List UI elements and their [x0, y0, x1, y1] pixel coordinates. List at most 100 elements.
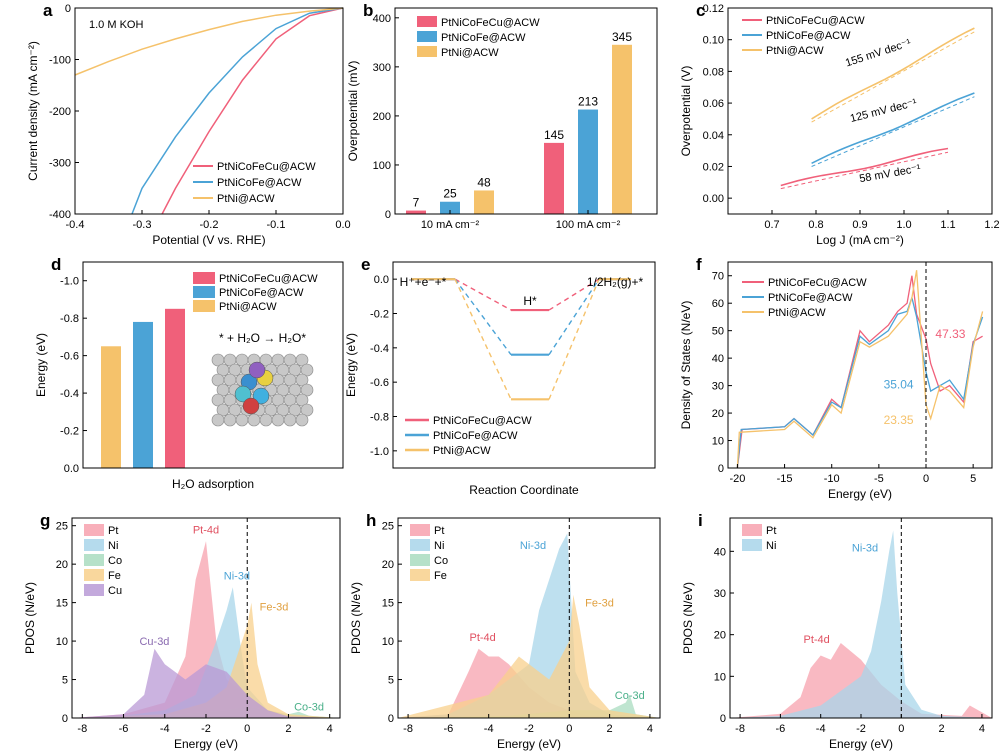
- x-tick-label: -6: [119, 723, 129, 735]
- tafel-line-PtNiCoFeCu@ACW: [780, 147, 949, 187]
- legend-label: PtNiCoFe@ACW: [433, 430, 518, 442]
- x-tick-label: 4: [979, 723, 985, 735]
- atom-sphere: [300, 363, 314, 377]
- legend-swatch: [742, 524, 762, 536]
- x-tick-label: -2: [856, 723, 866, 735]
- x-tick-label: 0.9: [852, 219, 867, 231]
- energy-connector: [454, 278, 512, 356]
- y-axis-label: Density of States (N/eV): [679, 301, 693, 430]
- atom-sphere: [259, 413, 273, 427]
- bar-value-label: 213: [578, 95, 598, 109]
- x-tick-label: 1.0: [896, 219, 911, 231]
- y-tick-label: 5: [62, 675, 68, 687]
- legend-label: PtNiCoFe@ACW: [766, 30, 851, 42]
- y-tick-label: -0.2: [60, 426, 79, 438]
- legend-label: Pt: [434, 525, 444, 537]
- legend-swatch: [193, 286, 215, 298]
- bar-PtNiCoFeCu@ACW: [165, 308, 185, 468]
- y-tick-label: 25: [56, 521, 68, 533]
- x-tick-label: 1.2: [984, 219, 999, 231]
- legend-label: Ni: [766, 540, 776, 552]
- tafel-fit-PtNiCoFe@ACW: [811, 96, 975, 167]
- dos-line-PtNi@ACW: [736, 270, 984, 469]
- x-tick-label: 0: [898, 723, 904, 735]
- panel-c-letter: c: [696, 1, 705, 20]
- y-tick-label: 70: [712, 271, 724, 283]
- y-axis-label: PDOS (N/eV): [23, 582, 37, 654]
- x-tick-label: -0.3: [133, 219, 152, 231]
- legend-label: PtNiCoFe@ACW: [768, 292, 853, 304]
- legend-label: PtNi@ACW: [219, 301, 277, 313]
- x-tick-label: -4: [816, 723, 826, 735]
- tafel-line-PtNi@ACW: [811, 27, 975, 120]
- y-tick-label: -100: [49, 55, 71, 67]
- x-tick-label: -5: [874, 473, 884, 485]
- electrolyte-note: 1.0 M KOH: [89, 19, 143, 31]
- x-tick-label: 0: [566, 723, 572, 735]
- legend-label: PtNi@ACW: [768, 307, 826, 319]
- peak-label: Pt-4d: [469, 632, 495, 644]
- y-tick-label: 30: [712, 381, 724, 393]
- x-tick-label: 1.1: [940, 219, 955, 231]
- y-tick-label: -0.2: [370, 309, 389, 321]
- y-axis-label: Overpotential (mV): [346, 61, 360, 162]
- energy-connector: [548, 278, 600, 400]
- y-tick-label: 30: [714, 588, 726, 600]
- x-tick-label: -6: [775, 723, 785, 735]
- pdos-area-Pt: [398, 648, 660, 718]
- atom-sphere: [295, 393, 309, 407]
- y-tick-label: -0.6: [370, 377, 389, 389]
- panel-e-frame: [392, 261, 656, 469]
- y-axis-label: PDOS (N/eV): [681, 582, 695, 654]
- y-tick-label: 0: [65, 3, 71, 15]
- y-tick-label: 25: [382, 521, 394, 533]
- y-axis-label: Energy (eV): [344, 333, 358, 397]
- legend-swatch: [410, 524, 430, 536]
- dos-line-PtNiCoFeCu@ACW: [736, 275, 983, 469]
- y-axis-label: Current density (mA cm⁻²): [26, 41, 40, 181]
- panel-f-letter: f: [696, 255, 702, 274]
- y-tick-label: -0.6: [60, 351, 79, 363]
- panel-f-frame: [727, 261, 993, 469]
- y-tick-label: 10: [714, 671, 726, 683]
- atom-sphere: [211, 413, 225, 427]
- x-tick-label: -2: [201, 723, 211, 735]
- y-tick-label: 100: [373, 160, 391, 172]
- x-tick-label: 0.8: [808, 219, 823, 231]
- panel-b-letter: b: [363, 1, 373, 20]
- y-tick-label: 20: [714, 630, 726, 642]
- energy-connector: [548, 278, 600, 311]
- legend-swatch: [417, 31, 437, 42]
- atom-sphere: [300, 403, 314, 417]
- x-tick-label: -8: [77, 723, 87, 735]
- atom-sphere: [283, 413, 297, 427]
- legend-label: Fe: [108, 570, 121, 582]
- x-tick-label: 4: [327, 723, 333, 735]
- legend-label: PtNi@ACW: [217, 193, 275, 205]
- bar-PtNiCoFe@ACW: [133, 321, 153, 468]
- cluster-atom: [248, 361, 266, 379]
- y-tick-label: 20: [56, 559, 68, 571]
- series-line-PtNiCoFe@ACW: [131, 7, 344, 215]
- peak-label: Fe-3d: [260, 601, 289, 613]
- y-tick-label: 0.12: [703, 3, 724, 15]
- y-tick-label: 300: [373, 62, 391, 74]
- legend-swatch: [84, 539, 104, 551]
- x-tick-label: 2: [285, 723, 291, 735]
- slope-label: 155 mV dec⁻¹: [844, 37, 913, 70]
- y-tick-label: 0.06: [703, 98, 724, 110]
- series-line-PtNi@ACW: [74, 7, 344, 76]
- x-axis-label: Energy (eV): [497, 737, 561, 751]
- panel-e-letter: e: [361, 255, 370, 274]
- y-tick-label: 10: [712, 436, 724, 448]
- pdos-area-Ni: [730, 530, 992, 718]
- legend-swatch: [410, 569, 430, 581]
- atom-sphere: [300, 383, 314, 397]
- bar-PtNi@ACW-1: [612, 44, 632, 215]
- energy-connector: [454, 278, 512, 400]
- y-tick-label: 0.0: [374, 274, 389, 286]
- y-tick-label: 50: [712, 326, 724, 338]
- x-tick-label: 0: [923, 473, 929, 485]
- x-axis-label: Log J (mA cm⁻²): [816, 233, 904, 247]
